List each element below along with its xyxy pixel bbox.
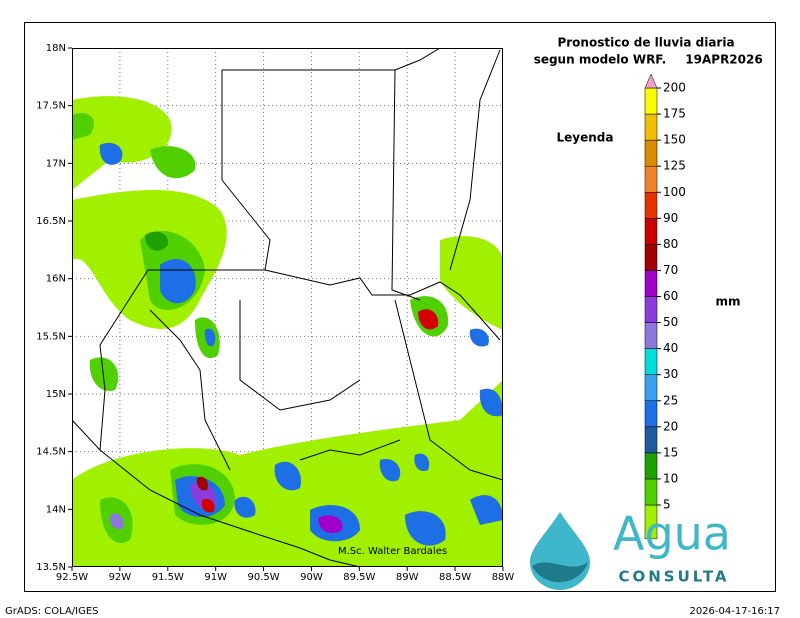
colorbar-label: 40: [663, 341, 678, 355]
x-tick-label: 89W: [396, 572, 419, 583]
borders: [72, 48, 503, 567]
date: 19APR2026: [685, 53, 762, 67]
units: mm: [715, 295, 740, 309]
logo-tagline: CONSULTA: [618, 568, 729, 586]
colorbar-label: 15: [663, 445, 678, 459]
colorbar-label: 80: [663, 237, 678, 251]
legend-title: Leyenda: [557, 131, 614, 145]
x-tick-label: 90W: [300, 572, 323, 583]
outer-frame: [24, 22, 776, 592]
colorbar-label: 175: [663, 107, 686, 121]
colorbar-segment: [644, 348, 658, 375]
logo: Agua CONSULTA: [530, 507, 731, 590]
colorbar: 5 10 15 20 25 30 40 50 60 70 80 90 100 125 150 175 200: [644, 73, 686, 540]
colorbar-segment: [644, 270, 658, 297]
x-tick-label: 91W: [204, 572, 227, 583]
logo-word: Agua: [613, 507, 731, 561]
colorbar-label: 60: [663, 289, 678, 303]
colorbar-segment: [644, 113, 658, 141]
x-tick-label: 89.5W: [343, 572, 375, 583]
x-tick-label: 90.5W: [247, 572, 279, 583]
colorbar-top: [644, 73, 658, 89]
colorbar-label: 20: [663, 419, 678, 433]
footer-right: 2026-04-17-16:17: [689, 606, 780, 617]
y-tick-label: 15N: [46, 389, 66, 400]
logo-wave: [532, 562, 588, 583]
colorbar-segment: [644, 478, 658, 506]
colorbar-segment: [644, 452, 658, 480]
colorbar-segment: [644, 87, 658, 115]
credit: M.Sc. Walter Bardales: [338, 546, 447, 557]
colorbar-segment: [644, 218, 658, 245]
colorbar-segment: [644, 192, 658, 219]
axes: 92.5W 92W 91.5W 91W 90.5W 90W 89.5W 89W 88.5W 88W…: [36, 43, 514, 583]
y-tick-label: 15.5N: [36, 331, 66, 342]
colorbar-label: 70: [663, 263, 678, 277]
colorbar-segment: [644, 296, 658, 323]
colorbar-segment: [644, 322, 658, 349]
colorbar-label: 90: [663, 211, 678, 225]
colorbar-label: 30: [663, 367, 678, 381]
colorbar-segment: [644, 400, 658, 428]
colorbar-label: 200: [663, 81, 686, 95]
y-tick-label: 17N: [46, 158, 66, 169]
y-tick-label: 16N: [46, 274, 66, 285]
x-tick-label: 92.5W: [56, 572, 88, 583]
y-tick-label: 13.5N: [36, 562, 66, 573]
map-area: [72, 48, 503, 567]
title: Pronostico de lluvia diaria: [557, 36, 734, 50]
colorbar-label: 5: [663, 498, 671, 512]
x-tick-label: 92W: [109, 572, 132, 583]
x-tick-label: 88W: [492, 572, 515, 583]
colorbar-label: 25: [663, 393, 678, 407]
footer-left: GrADS: COLA/IGES: [5, 606, 99, 617]
map-frame: [72, 48, 503, 567]
y-tick-label: 18N: [46, 43, 66, 54]
colorbar-segment: [644, 139, 658, 167]
colorbar-label: 100: [663, 185, 686, 199]
y-tick-label: 16.5N: [36, 216, 66, 227]
x-tick-label: 88.5W: [439, 572, 471, 583]
x-tick-label: 91.5W: [152, 572, 184, 583]
colorbar-label: 50: [663, 315, 678, 329]
subtitle: segun modelo WRF.: [534, 53, 667, 67]
colorbar-label: 10: [663, 471, 678, 485]
colorbar-label: 125: [663, 159, 686, 173]
colorbar-segment: [644, 426, 658, 454]
colorbar-segment: [644, 244, 658, 271]
y-tick-label: 14.5N: [36, 447, 66, 458]
y-tick-label: 17.5N: [36, 101, 66, 112]
colorbar-segment: [644, 374, 658, 401]
colorbar-label: 150: [663, 133, 686, 147]
y-tick-label: 14N: [46, 504, 66, 515]
colorbar-segment: [644, 165, 658, 193]
